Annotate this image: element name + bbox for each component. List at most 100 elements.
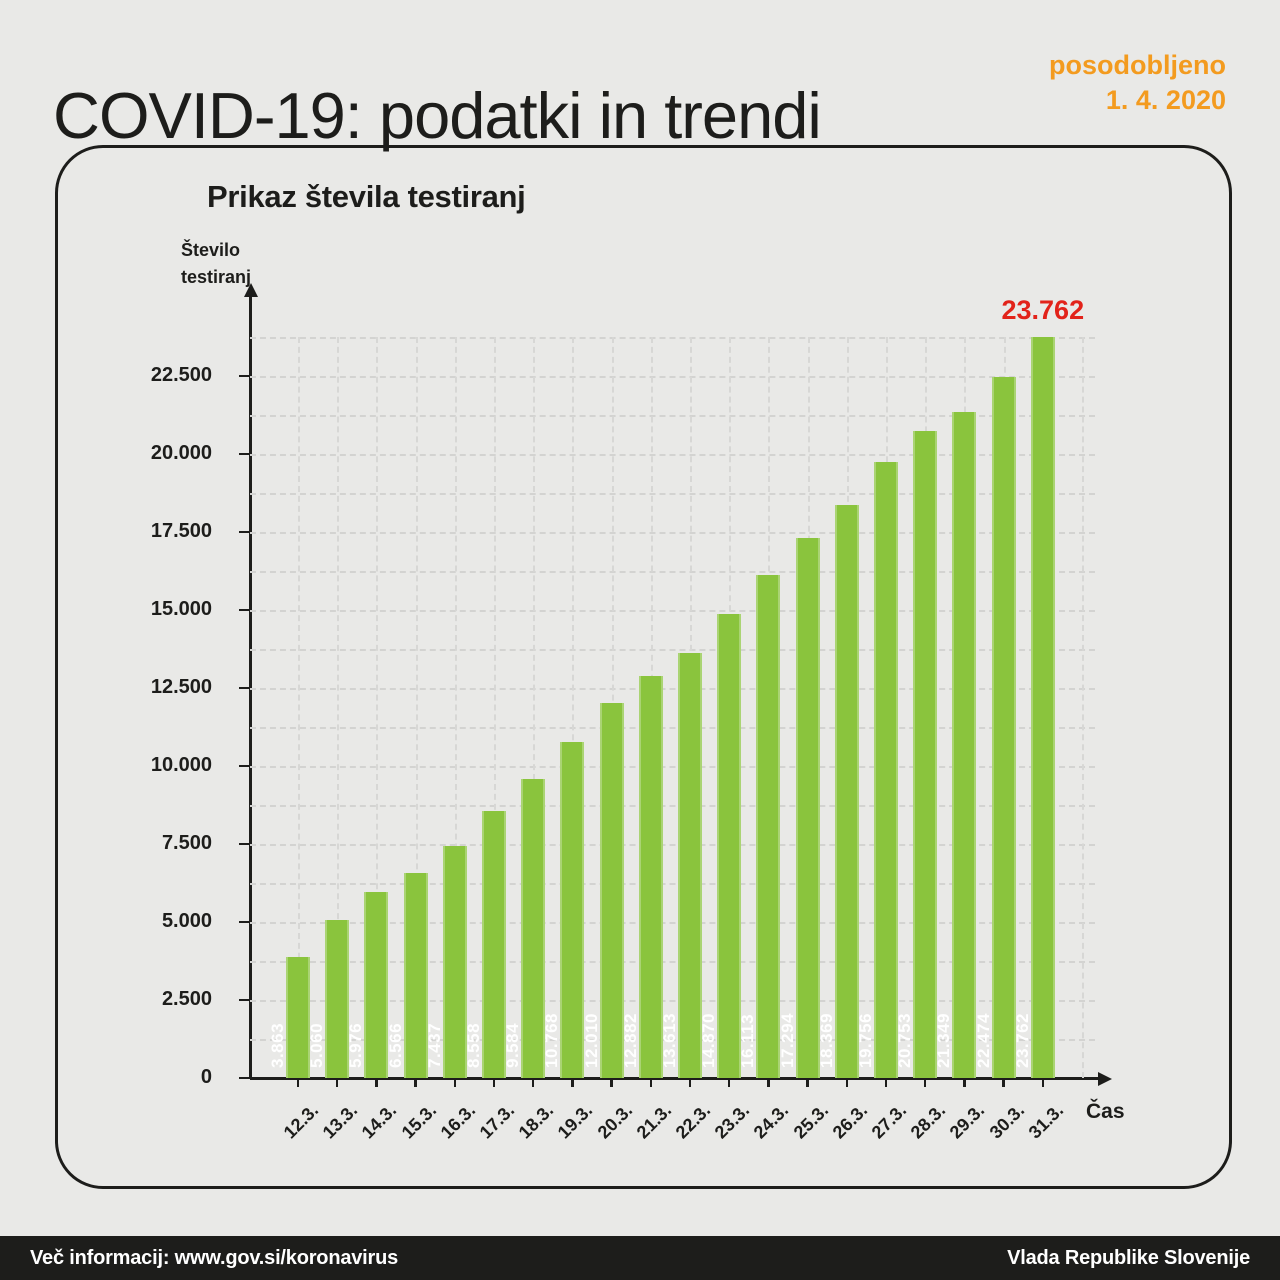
- bar: [286, 957, 310, 1078]
- bar: [599, 703, 624, 1078]
- x-axis-tick: [649, 1078, 653, 1087]
- bar: [442, 845, 467, 1078]
- bar-value-label: 22.474: [973, 1013, 993, 1068]
- x-axis-tick: [296, 1078, 300, 1087]
- y-tick-label: 17.500: [150, 520, 212, 542]
- bar-value-label: 19.756: [856, 1013, 875, 1068]
- y-axis-tick: [239, 998, 250, 1002]
- y-axis-label-line2: testiranj: [181, 267, 252, 287]
- bar: [834, 504, 859, 1078]
- gridline-horizontal: [250, 649, 1095, 651]
- gridline-vertical: [298, 337, 300, 1078]
- bar-value-label: 9.584: [503, 1022, 523, 1068]
- updated-info: posodobljeno 1. 4. 2020: [1049, 48, 1226, 117]
- bar-value-label: 8.558: [464, 1022, 483, 1068]
- gridline-vertical: [337, 337, 340, 1078]
- bar: [521, 778, 546, 1078]
- x-axis-tick: [492, 1078, 496, 1087]
- x-axis-tick: [414, 1078, 417, 1087]
- gridline-vertical: [415, 337, 418, 1078]
- gridline-horizontal: [250, 727, 1095, 729]
- y-tick-label: 2.500: [161, 988, 212, 1010]
- gridline-horizontal: [250, 805, 1095, 807]
- gridline-horizontal: [250, 376, 1095, 378]
- x-axis-tick: [375, 1078, 378, 1087]
- y-axis-label-line1: Število: [181, 240, 241, 260]
- x-axis-label: Čas: [1086, 1100, 1125, 1123]
- bar-value-label: 16.113: [738, 1013, 758, 1068]
- page-title: COVID-19: podatki in trendi: [53, 78, 822, 152]
- gridline-horizontal: [250, 922, 1095, 924]
- updated-label: posodobljeno: [1049, 50, 1226, 80]
- x-axis-tick: [335, 1078, 339, 1087]
- y-tick-label: 12.500: [150, 676, 212, 698]
- gridline-horizontal: [250, 961, 1095, 963]
- bar-value-label: 17.294: [777, 1013, 797, 1068]
- x-axis-tick: [531, 1078, 535, 1087]
- gridline-horizontal: [250, 1039, 1095, 1041]
- bar-value-label: 14.870: [699, 1013, 719, 1068]
- y-axis-tick: [239, 764, 250, 768]
- plot-area: 0 2.500 5.000 7.500 10.000 12.500 15.000 17.500…: [151, 283, 1112, 1142]
- gridline-vertical: [454, 337, 457, 1078]
- footer-info-text: Več informacij: www.gov.si/koronavirus: [30, 1246, 399, 1269]
- y-tick-label: 7.500: [161, 832, 212, 854]
- bar: [325, 920, 350, 1078]
- y-axis-label: Število testiranj: [181, 237, 251, 291]
- bar-value-label: 13.613: [660, 1013, 679, 1068]
- x-axis-tick: [571, 1078, 574, 1087]
- bar-value-label: 5.060: [307, 1022, 327, 1068]
- bar-value-label: 7.437: [424, 1022, 444, 1068]
- bar: [874, 461, 898, 1078]
- x-axis-tick: [806, 1078, 809, 1087]
- gridline-vertical: [1082, 337, 1084, 1078]
- y-tick-label: 22.500: [150, 364, 212, 386]
- gridline-vertical: [533, 337, 536, 1078]
- gridline-horizontal: [250, 454, 1095, 456]
- y-tick-label: 20.000: [150, 442, 212, 464]
- bar-value-label: 12.882: [620, 1013, 640, 1068]
- x-axis-tick: [963, 1078, 966, 1087]
- x-axis-tick: [610, 1078, 613, 1087]
- gridline-vertical: [376, 337, 379, 1078]
- bar: [403, 873, 428, 1078]
- y-axis-arrow-icon: [243, 283, 258, 297]
- x-axis-tick: [1002, 1078, 1005, 1087]
- footer-government-text: Vlada Republike Slovenije: [1007, 1246, 1250, 1269]
- y-axis-tick: [239, 842, 250, 846]
- x-axis-tick: [767, 1078, 770, 1087]
- gridline-horizontal: [250, 883, 1095, 885]
- bar-value-label: 10.768: [542, 1013, 562, 1068]
- bar: [1030, 336, 1055, 1078]
- bar: [678, 653, 702, 1078]
- x-axis-tick: [727, 1078, 731, 1087]
- bar: [717, 614, 742, 1078]
- bar-value-label: 20.753: [895, 1013, 915, 1068]
- bar-value-label: 23.762: [1012, 1013, 1032, 1068]
- bar: [913, 430, 938, 1078]
- x-axis-tick: [923, 1078, 927, 1087]
- y-tick-label: 15.000: [150, 598, 212, 620]
- gridline-vertical: [572, 337, 575, 1078]
- bar: [364, 891, 389, 1078]
- x-axis-tick: [453, 1078, 457, 1087]
- bar-value-label: 3.863: [268, 1022, 287, 1068]
- y-tick-label: 10.000: [150, 754, 212, 776]
- gridline-horizontal: [250, 610, 1095, 612]
- gridline-horizontal: [250, 532, 1095, 534]
- bar-value-label: 5.976: [346, 1022, 366, 1068]
- x-axis-arrow-icon: [1098, 1071, 1112, 1086]
- bar: [560, 742, 585, 1078]
- y-tick-label: 0: [200, 1066, 212, 1088]
- chart-title: Prikaz števila testiranj: [207, 179, 526, 214]
- x-axis-tick: [884, 1078, 888, 1087]
- gridline-vertical: [494, 337, 496, 1078]
- bar: [991, 376, 1016, 1078]
- bar: [482, 811, 506, 1078]
- bar-value-label: 12.010: [581, 1013, 601, 1068]
- updated-date: 1. 4. 2020: [1105, 84, 1226, 115]
- bar: [952, 411, 977, 1078]
- gridline-horizontal: [250, 337, 1095, 339]
- x-axis-tick: [845, 1078, 849, 1087]
